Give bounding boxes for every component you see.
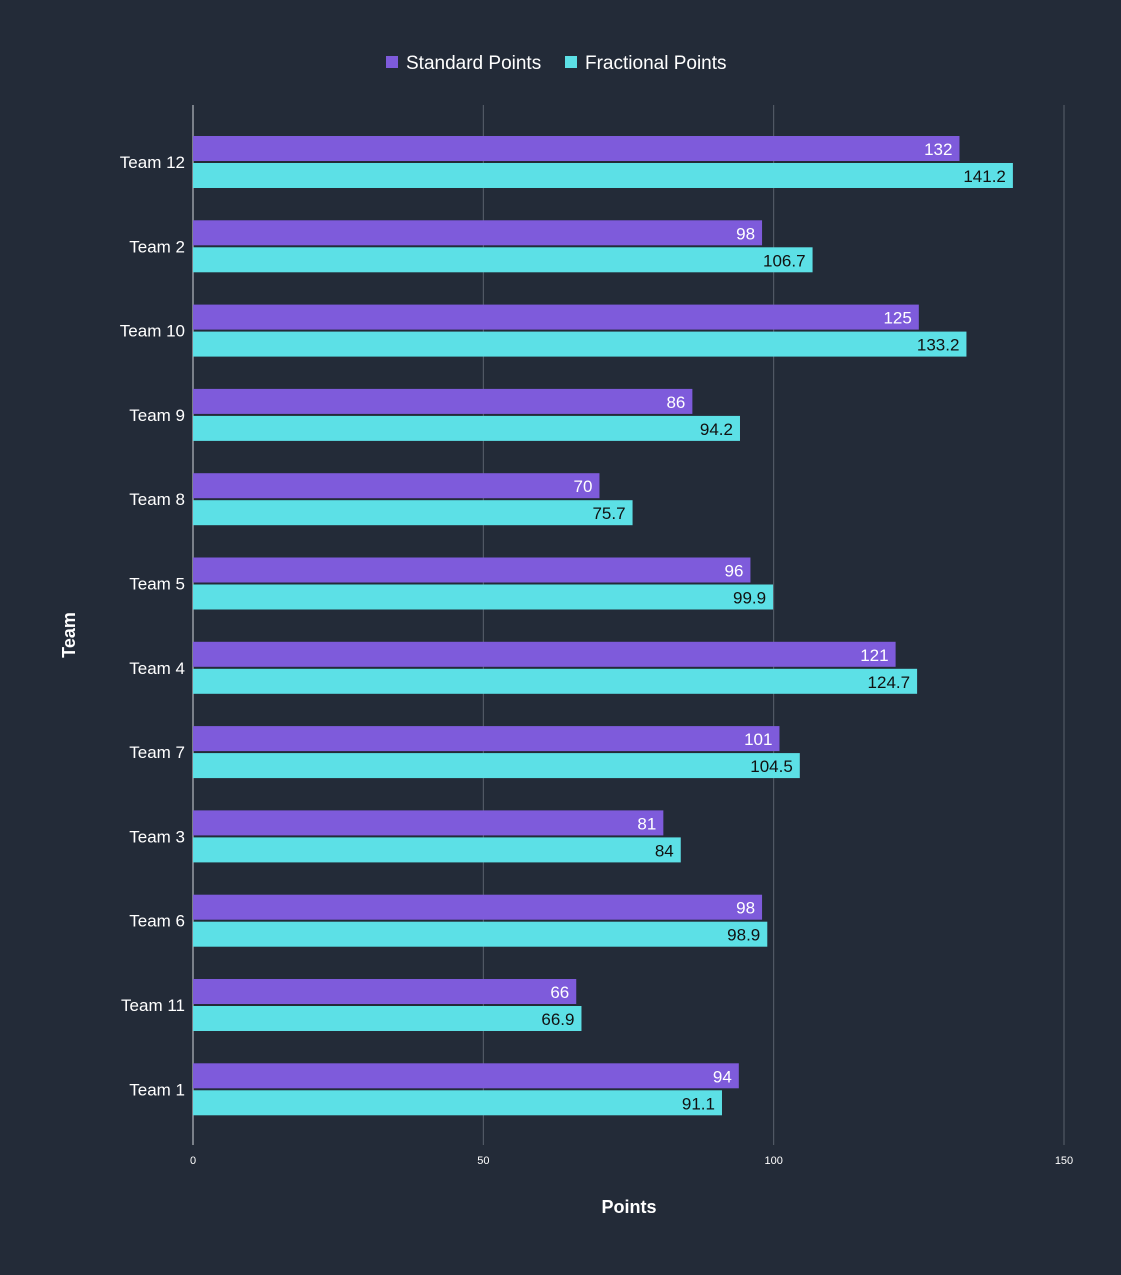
x-tick-label: 150 <box>1055 1155 1073 1167</box>
data-label: 98 <box>736 224 755 243</box>
gridlines <box>192 105 1065 1145</box>
x-tick-label: 100 <box>764 1155 782 1167</box>
data-label: 86 <box>666 393 685 412</box>
y-axis-title: Team <box>59 612 79 658</box>
y-tick-labels: Team 12 Team 2 Team 10 Team 9 Team 8 Team 5 Te… <box>120 153 185 1099</box>
bar <box>193 557 751 583</box>
bar <box>193 136 960 161</box>
legend-label: Fractional Points <box>585 53 727 74</box>
data-label: 70 <box>574 477 593 496</box>
data-label: 66.9 <box>541 1010 574 1029</box>
data-label: 66 <box>550 983 569 1002</box>
y-tick-label: Team 5 <box>129 575 185 594</box>
bar <box>193 641 896 667</box>
data-label: 125 <box>883 309 911 328</box>
bar <box>193 1090 722 1116</box>
bars: 132 141.2 98 106.7 125 133.2 86 94.2 70 75.7 96 99.… <box>193 136 1013 1116</box>
legend-label: Standard Points <box>406 53 541 74</box>
data-label: 98 <box>736 899 755 918</box>
x-axis-title: Points <box>601 1197 656 1217</box>
bar <box>193 837 681 863</box>
data-label: 133.2 <box>917 336 960 355</box>
data-label: 94.2 <box>700 420 733 439</box>
data-label: 141.2 <box>963 167 1006 186</box>
legend-swatch <box>386 56 398 68</box>
legend: Standard Points Fractional Points <box>386 53 727 74</box>
bar <box>193 726 780 752</box>
y-tick-label: Team 7 <box>129 743 185 762</box>
bar <box>193 388 693 414</box>
data-label: 99.9 <box>733 589 766 608</box>
data-label: 124.7 <box>868 673 911 692</box>
bar <box>193 1063 739 1089</box>
y-tick-label: Team 10 <box>120 322 185 341</box>
y-tick-label: Team 4 <box>129 659 185 678</box>
x-tick-label: 50 <box>477 1155 489 1167</box>
data-label: 81 <box>637 814 656 833</box>
bar <box>193 979 577 1004</box>
data-label: 106.7 <box>763 251 806 270</box>
bar <box>193 415 740 441</box>
data-label: 104.5 <box>750 757 793 776</box>
bar <box>193 584 774 610</box>
data-label: 98.9 <box>727 926 760 945</box>
y-tick-label: Team 3 <box>129 827 185 846</box>
y-tick-label: Team 9 <box>129 406 185 425</box>
bar <box>193 500 633 526</box>
y-tick-label: Team 2 <box>129 237 185 256</box>
y-tick-label: Team 11 <box>121 996 185 1015</box>
x-tick-label: 0 <box>190 1155 196 1167</box>
bar <box>193 668 918 694</box>
legend-swatch <box>565 56 577 68</box>
bar <box>193 753 800 779</box>
bar <box>193 810 664 836</box>
data-label: 75.7 <box>592 504 625 523</box>
bar <box>193 1006 582 1031</box>
y-tick-label: Team 12 <box>120 153 185 172</box>
data-label: 94 <box>713 1067 732 1086</box>
data-label: 84 <box>655 841 674 860</box>
bar <box>193 894 763 920</box>
data-label: 101 <box>744 730 772 749</box>
bar <box>193 163 1013 188</box>
bar <box>193 473 600 499</box>
bar <box>193 304 919 330</box>
bar <box>193 247 813 273</box>
y-tick-label: Team 8 <box>129 490 185 509</box>
y-tick-label: Team 1 <box>129 1080 185 1099</box>
data-label: 121 <box>860 646 888 665</box>
bar <box>193 921 768 947</box>
data-label: 96 <box>725 562 744 581</box>
x-tick-labels: 0 50 100 150 <box>190 1155 1073 1167</box>
bar <box>193 331 967 357</box>
y-tick-label: Team 6 <box>129 912 185 931</box>
data-label: 132 <box>924 140 952 159</box>
bar <box>193 220 763 246</box>
data-label: 91.1 <box>682 1094 715 1113</box>
